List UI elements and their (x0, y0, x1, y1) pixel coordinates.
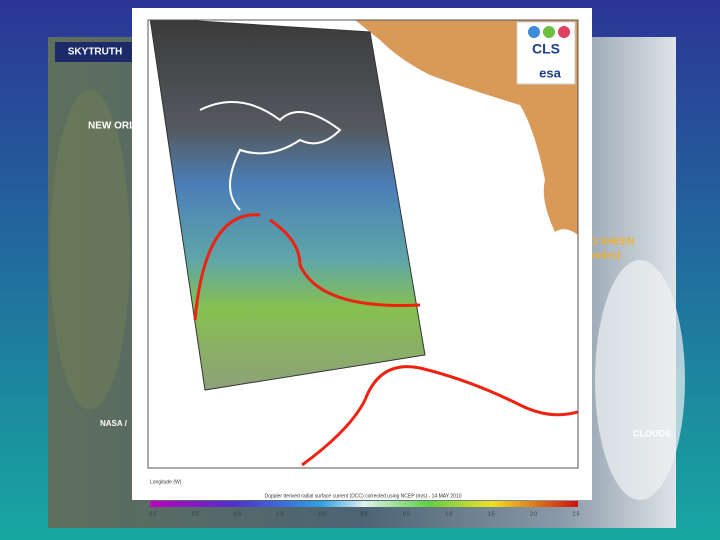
current-arrow (269, 218, 421, 307)
label: NASA / (100, 419, 128, 428)
current-arrow (301, 365, 578, 467)
label: D SHEEN (590, 237, 634, 248)
colorbar-tick-label: -1.5 (232, 511, 241, 517)
colorbar-tick-label: 1.0 (445, 511, 452, 517)
label: miles) (592, 251, 621, 262)
logo-text: CLS (532, 41, 560, 57)
colorbar-tick-label: 0.0 (361, 511, 368, 517)
label: CLOUDS (633, 428, 671, 438)
current-arrow (193, 213, 261, 321)
colorbar-tick-label: -2.5 (148, 511, 157, 517)
sar-swath (149, 20, 426, 391)
colorbar-tick-label: 2.0 (530, 511, 537, 517)
colorbar-tick-label: 1.5 (488, 511, 495, 517)
logo-dot (558, 26, 570, 38)
cloud-texture (595, 260, 685, 500)
axis-title: Longitude (W) (150, 479, 182, 485)
label: NEW ORL (88, 121, 135, 132)
banner (55, 42, 135, 62)
colorbar-ticks: -2.5 -2.0 -1.5 -1.0 -0.5 0.0 0.5 1.0 1.5 2.0 2.5 (148, 511, 580, 517)
colorbar-tick-label: -2.0 (190, 511, 199, 517)
colorbar-tick-label: 0.5 (403, 511, 410, 517)
logo-dot (543, 26, 555, 38)
oil-outline (199, 101, 342, 211)
plot-frame (147, 19, 579, 469)
colorbar (150, 501, 578, 507)
logo-text: esa (539, 65, 561, 80)
colorbar-tick-label: -0.5 (317, 511, 326, 517)
caption: Doppler derived radial surface current (… (264, 493, 461, 499)
colorbar-tick-label: 2.5 (573, 511, 580, 517)
logo-dot (528, 26, 540, 38)
colorbar-tick-label: -1.0 (275, 511, 284, 517)
coast-texture (50, 90, 130, 410)
banner-text: SKYTRUTH (68, 47, 122, 58)
